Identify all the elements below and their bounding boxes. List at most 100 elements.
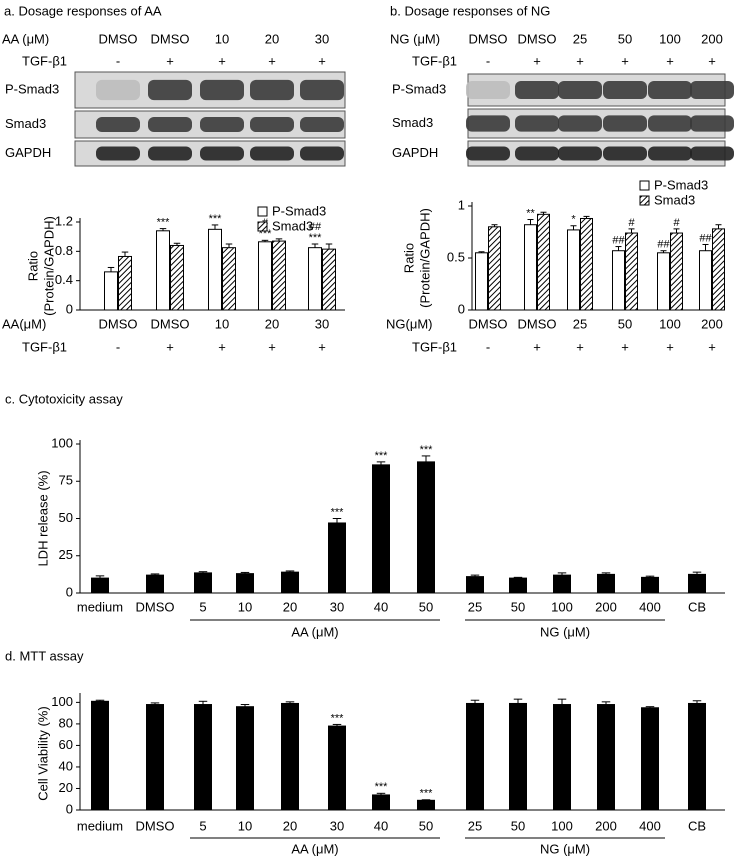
- significance-label: ***: [375, 450, 389, 462]
- bar: [657, 252, 670, 311]
- significance-label: ***: [420, 788, 434, 800]
- x-tick-label: 20: [283, 818, 297, 833]
- panel-title: c. Cytotoxicity assay: [5, 391, 123, 406]
- x-tick-label: 200: [595, 599, 617, 614]
- blot-treatment: -: [116, 53, 120, 68]
- bar: [328, 725, 346, 811]
- blot-dose: 20: [265, 31, 279, 46]
- x-tick-label: 20: [265, 316, 279, 331]
- x-tick-label: CB: [688, 818, 706, 833]
- blot-band: [466, 115, 510, 132]
- blot-band: [466, 81, 510, 99]
- bar: [509, 577, 527, 594]
- y-tick-label: 0: [66, 801, 73, 816]
- blot-band: [250, 79, 294, 101]
- bar: [272, 240, 286, 311]
- x-tick-label: 400: [639, 599, 661, 614]
- significance-label: ##: [612, 234, 625, 246]
- blot-band-label: GAPDH: [392, 145, 438, 160]
- blot-treatment: -: [486, 53, 490, 68]
- blot-band: [96, 146, 140, 161]
- blot-dose: DMSO: [151, 31, 190, 46]
- legend-label: Smad3: [272, 218, 313, 233]
- bar: [699, 250, 712, 311]
- bar: [104, 271, 118, 311]
- y-tick-label: 0.4: [55, 272, 73, 287]
- bar: [281, 702, 299, 811]
- bar: [258, 241, 272, 311]
- blot-band: [648, 146, 692, 161]
- x-tick-label: 5: [199, 818, 206, 833]
- x-tick-label: DMSO: [136, 599, 175, 614]
- legend-swatch: [639, 180, 650, 191]
- bar: [194, 704, 212, 811]
- blot-band: [648, 115, 692, 132]
- group-label: NG (μM): [540, 624, 590, 639]
- x-tick-label: 100: [659, 316, 681, 331]
- blot-band: [558, 115, 602, 132]
- blot-dose: DMSO: [469, 31, 508, 46]
- treatment-value: +: [166, 339, 174, 354]
- blot-band: [603, 146, 647, 161]
- bar: [475, 252, 488, 311]
- bar: [417, 799, 435, 811]
- group-label: NG (μM): [540, 841, 590, 856]
- bar: [194, 572, 212, 594]
- x-tick-label: 40: [374, 599, 388, 614]
- blot-band: [603, 81, 647, 99]
- treatment-label: TGF-β1: [22, 339, 67, 354]
- bar: [688, 573, 706, 594]
- x-tick-label: 50: [511, 818, 525, 833]
- x-tick-label: 10: [238, 818, 252, 833]
- bar: [641, 707, 659, 811]
- bar: [509, 702, 527, 811]
- blot-dose-label: AA (μM): [2, 31, 49, 46]
- bar: [146, 704, 164, 811]
- treatment-label: TGF-β1: [412, 339, 457, 354]
- significance-label: ##: [657, 239, 670, 251]
- legend-label: P-Smad3: [654, 177, 708, 192]
- y-tick-label: 100: [51, 435, 73, 450]
- x-tick-label: CB: [688, 599, 706, 614]
- significance-label: **: [526, 207, 535, 219]
- y-tick-label: 1.2: [55, 213, 73, 228]
- blot-band: [690, 81, 734, 99]
- panel-title: a. Dosage responses of AA: [4, 3, 162, 18]
- bar: [567, 229, 580, 311]
- x-tick-label: DMSO: [518, 316, 557, 331]
- blot-band: [603, 115, 647, 132]
- y-tick-label: 40: [59, 758, 73, 773]
- blot-dose: 100: [659, 31, 681, 46]
- significance-label: #: [673, 217, 680, 229]
- bar: [208, 228, 222, 311]
- y-axis-label: Ratio: [25, 251, 40, 281]
- y-tick-label: 100: [51, 694, 73, 709]
- bar: [712, 228, 725, 311]
- blot-band: [690, 146, 734, 161]
- blot-treatment: +: [166, 53, 174, 68]
- blot-band: [200, 79, 244, 101]
- x-axis-label: AA(μM): [2, 316, 46, 331]
- blot-band: [250, 146, 294, 161]
- bar: [688, 702, 706, 811]
- treatment-value: +: [318, 339, 326, 354]
- y-tick-label: 0.5: [447, 249, 465, 264]
- blot-band: [148, 146, 192, 161]
- blot-band: [466, 146, 510, 161]
- treatment-value: +: [218, 339, 226, 354]
- x-axis-label: NG(μM): [386, 316, 432, 331]
- bar: [553, 574, 571, 594]
- blot-band: [250, 116, 294, 133]
- y-tick-label: 75: [59, 473, 73, 488]
- legend-swatch: [639, 195, 650, 206]
- blot-treatment: +: [666, 53, 674, 68]
- blot-band: [300, 79, 344, 101]
- blot-band-label: P-Smad3: [5, 81, 59, 96]
- bar: [417, 461, 435, 594]
- treatment-value: +: [533, 339, 541, 354]
- significance-label: ***: [309, 232, 323, 244]
- y-tick-label: 80: [59, 715, 73, 730]
- blot-treatment-label: TGF-β1: [22, 53, 67, 68]
